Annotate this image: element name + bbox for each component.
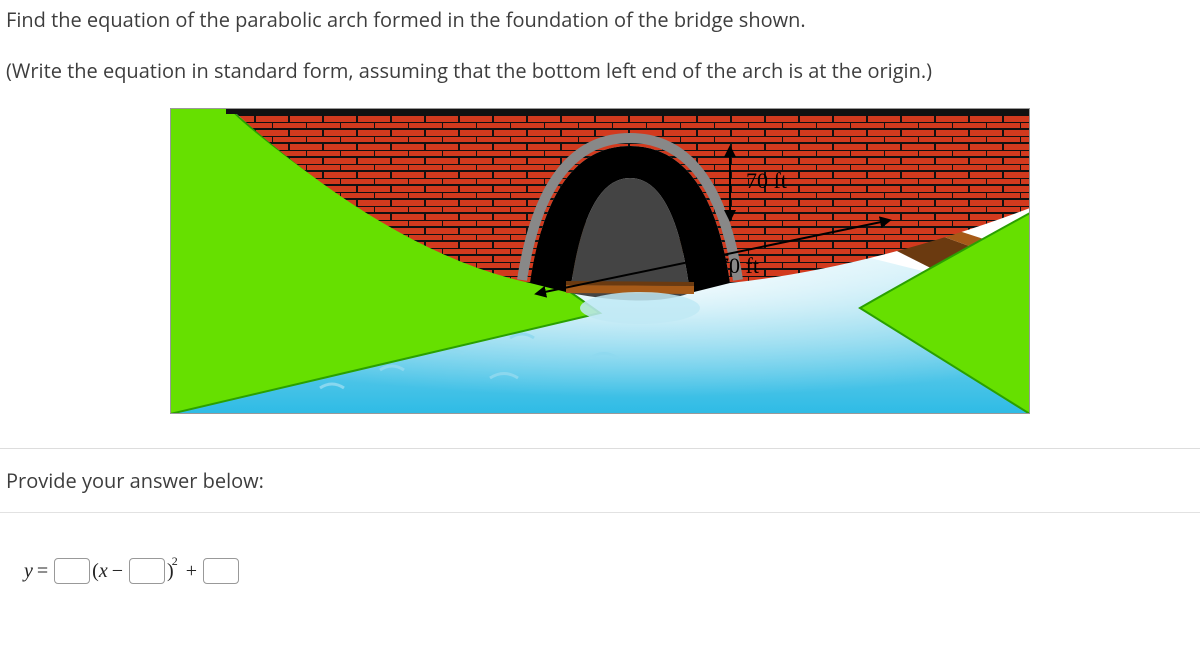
input-box-h[interactable] [129,558,165,584]
open-paren: ( [92,560,99,583]
equals-sign: = [33,560,52,583]
diagram-container: 70 ft 70 ft [0,108,1200,420]
height-label: 70 ft [746,168,787,193]
divider-2 [0,512,1200,513]
bridge-diagram: 70 ft 70 ft [170,108,1030,414]
var-x: x [99,560,108,583]
answer-prompt: Provide your answer below: [0,449,1200,512]
equation-template: y = ( x − ) 2 + [0,549,1200,593]
plus-sign: + [182,560,201,583]
minus-sign: − [108,560,127,583]
question-line-2: (Write the equation in standard form, as… [6,57,1194,84]
input-box-a[interactable] [54,558,90,584]
width-label: 70 ft [718,253,759,278]
exponent-2: 2 [172,554,178,569]
question-line-1: Find the equation of the parabolic arch … [6,6,1194,33]
input-box-k[interactable] [203,558,239,584]
var-y: y [24,560,33,583]
